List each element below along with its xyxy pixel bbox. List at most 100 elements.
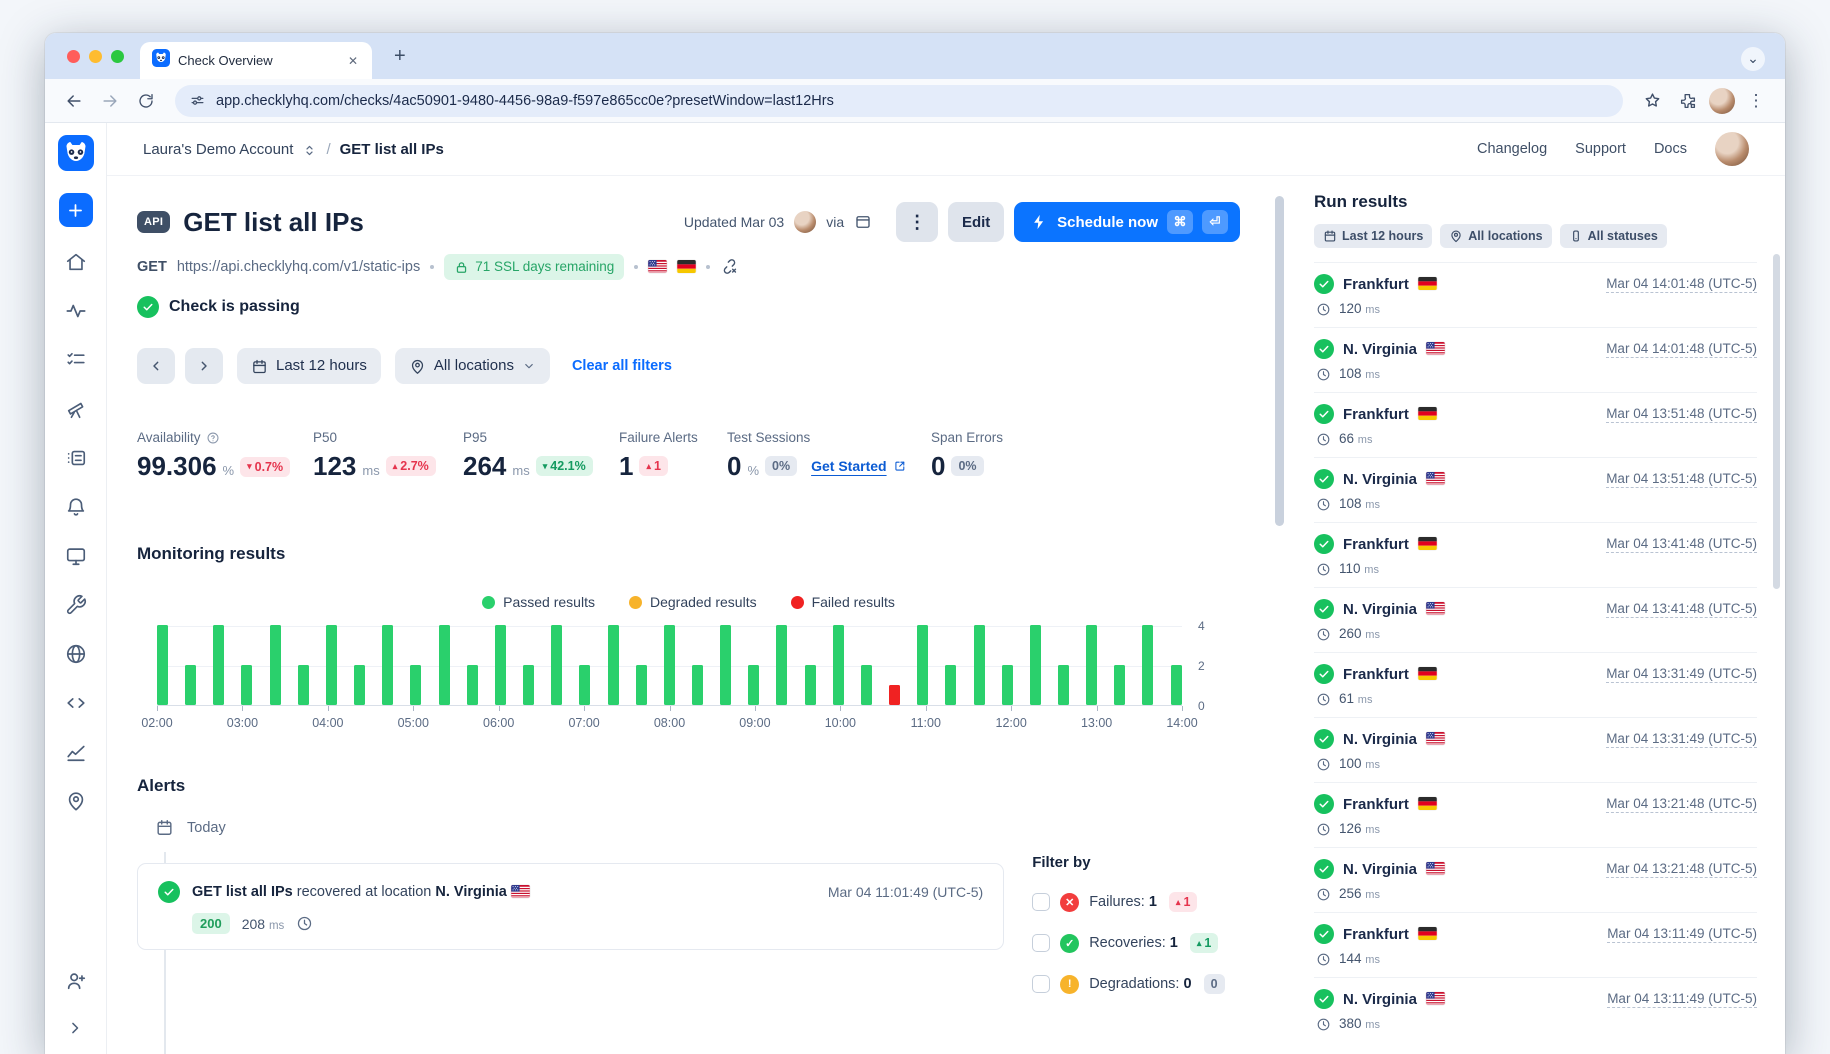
chart-bar[interactable]	[917, 625, 929, 706]
chart-bar[interactable]	[466, 665, 478, 706]
chart-bar[interactable]	[635, 665, 647, 706]
sidebar-item-telescope[interactable]	[65, 398, 87, 420]
chart-bar[interactable]	[776, 625, 788, 706]
chart-bar[interactable]	[1058, 665, 1069, 706]
run-timestamp-link[interactable]: Mar 04 14:01:48 (UTC-5)	[1606, 275, 1757, 293]
forward-button[interactable]	[95, 86, 125, 116]
chart-bar[interactable]	[1170, 665, 1182, 706]
next-window-button[interactable]	[185, 347, 223, 384]
schedule-now-button[interactable]: Schedule now ⌘ ⏎	[1014, 202, 1240, 242]
filter-checkbox[interactable]	[1032, 934, 1051, 953]
browser-tab[interactable]: Check Overview ✕	[140, 42, 372, 79]
clear-filters-link[interactable]: Clear all filters	[571, 357, 672, 374]
chart-bar[interactable]	[523, 665, 535, 706]
chevrons-up-down-icon[interactable]	[302, 142, 317, 157]
changelog-link[interactable]: Changelog	[1477, 141, 1548, 157]
chart-bar[interactable]	[410, 665, 422, 706]
zoom-window-button[interactable]	[111, 49, 124, 63]
chart-bar[interactable]	[551, 625, 563, 706]
chart-bar[interactable]	[1001, 665, 1013, 706]
user-avatar[interactable]	[1715, 132, 1749, 166]
run-result-row[interactable]: N. Virginia Mar 04 14:01:48 (UTC-5) 108 …	[1314, 327, 1757, 392]
chart-bar[interactable]	[213, 625, 225, 706]
minimize-window-button[interactable]	[89, 49, 102, 63]
panel-scrollbar-thumb[interactable]	[1773, 254, 1780, 589]
run-timestamp-link[interactable]: Mar 04 13:21:48 (UTC-5)	[1606, 795, 1757, 813]
account-switcher[interactable]: Laura's Demo Account	[143, 140, 294, 158]
run-timestamp-link[interactable]: Mar 04 13:31:49 (UTC-5)	[1606, 730, 1757, 748]
main-scrollbar[interactable]	[1272, 176, 1290, 1054]
bookmark-star-icon[interactable]	[1637, 86, 1667, 116]
url-bar[interactable]: app.checklyhq.com/checks/4ac50901-9480-4…	[175, 84, 1623, 117]
main-scrollbar-thumb[interactable]	[1275, 196, 1284, 526]
chart-bar[interactable]	[1142, 625, 1154, 706]
run-result-row[interactable]: Frankfurt Mar 04 13:11:49 (UTC-5) 144 ms	[1314, 912, 1757, 977]
chart-bar[interactable]	[382, 625, 394, 706]
back-button[interactable]	[59, 86, 89, 116]
reload-button[interactable]	[131, 86, 161, 116]
create-new-button[interactable]	[58, 193, 93, 227]
extensions-icon[interactable]	[1673, 86, 1703, 116]
run-timestamp-link[interactable]: Mar 04 13:21:48 (UTC-5)	[1606, 860, 1757, 878]
run-result-row[interactable]: N. Virginia Mar 04 13:31:49 (UTC-5) 100 …	[1314, 717, 1757, 782]
sidebar-item-chart-line[interactable]	[65, 741, 87, 763]
run-result-row[interactable]: N. Virginia Mar 04 13:21:48 (UTC-5) 256 …	[1314, 847, 1757, 912]
chart-bar[interactable]	[269, 625, 281, 706]
chart-bar[interactable]	[494, 625, 506, 706]
chart-bar[interactable]	[325, 625, 337, 706]
get-started-link[interactable]: Get Started	[811, 458, 906, 474]
sidebar-item-bell[interactable]	[65, 496, 87, 518]
chart-bar[interactable]	[832, 625, 844, 706]
chart-bar[interactable]	[945, 665, 957, 706]
chart-bar[interactable]	[438, 625, 450, 706]
time-range-filter[interactable]: Last 12 hours	[237, 347, 381, 384]
locations-filter[interactable]: All locations	[394, 347, 550, 384]
filter-checkbox[interactable]	[1032, 893, 1051, 912]
run-result-row[interactable]: N. Virginia Mar 04 13:11:49 (UTC-5) 380 …	[1314, 977, 1757, 1042]
chart-bar[interactable]	[691, 665, 703, 706]
sidebar-item-checklist[interactable]	[65, 349, 87, 371]
unlink-icon[interactable]	[720, 257, 739, 276]
run-result-row[interactable]: Frankfurt Mar 04 13:41:48 (UTC-5) 110 ms	[1314, 522, 1757, 587]
run-timestamp-link[interactable]: Mar 04 13:51:48 (UTC-5)	[1606, 470, 1757, 488]
more-actions-button[interactable]: ⋮	[896, 202, 939, 242]
chart-bar[interactable]	[185, 665, 197, 706]
chart-bar[interactable]	[804, 665, 816, 706]
run-timestamp-link[interactable]: Mar 04 13:31:49 (UTC-5)	[1606, 665, 1757, 683]
chart-bar[interactable]	[297, 665, 309, 706]
browser-menu-icon[interactable]: ⋮	[1747, 90, 1765, 110]
chart-bar[interactable]	[241, 665, 253, 706]
chart-bar[interactable]	[1029, 625, 1041, 706]
help-icon[interactable]	[206, 430, 220, 445]
chart-bar[interactable]	[748, 665, 760, 706]
tab-close-icon[interactable]: ✕	[347, 53, 358, 68]
filter-checkbox[interactable]	[1032, 975, 1051, 994]
sidebar-item-map-pin[interactable]	[65, 790, 87, 812]
sidebar-item-code[interactable]	[65, 692, 87, 714]
run-result-row[interactable]: Frankfurt Mar 04 13:21:48 (UTC-5) 126 ms	[1314, 782, 1757, 847]
run-timestamp-link[interactable]: Mar 04 13:11:49 (UTC-5)	[1607, 925, 1757, 943]
sidebar-item-wrench[interactable]	[65, 594, 87, 616]
run-result-row[interactable]: Frankfurt Mar 04 13:51:48 (UTC-5) 66 ms	[1314, 392, 1757, 457]
chart-bar[interactable]	[354, 665, 366, 706]
run-timestamp-link[interactable]: Mar 04 13:41:48 (UTC-5)	[1606, 535, 1757, 553]
chart-bar[interactable]	[889, 685, 901, 706]
sidebar-item-activity[interactable]	[65, 300, 87, 322]
run-timestamp-link[interactable]: Mar 04 13:11:49 (UTC-5)	[1607, 990, 1757, 1008]
alert-card[interactable]: GET list all IPs recovered at location N…	[137, 863, 1005, 951]
tab-search-button[interactable]: ⌄	[1741, 47, 1765, 71]
run-result-row[interactable]: N. Virginia Mar 04 13:41:48 (UTC-5) 260 …	[1314, 587, 1757, 652]
new-tab-button[interactable]: +	[394, 45, 406, 67]
run-timestamp-link[interactable]: Mar 04 13:41:48 (UTC-5)	[1606, 600, 1757, 618]
run-timestamp-link[interactable]: Mar 04 13:51:48 (UTC-5)	[1606, 405, 1757, 423]
close-window-button[interactable]	[67, 49, 80, 63]
site-info-icon[interactable]	[189, 92, 206, 110]
sidebar-item-home[interactable]	[65, 251, 87, 273]
chart-bar[interactable]	[1114, 665, 1126, 706]
run-result-row[interactable]: Frankfurt Mar 04 13:31:49 (UTC-5) 61 ms	[1314, 652, 1757, 717]
chart-bar[interactable]	[720, 625, 732, 706]
chart-bar[interactable]	[607, 625, 619, 706]
support-link[interactable]: Support	[1575, 141, 1626, 157]
run-result-row[interactable]: N. Virginia Mar 04 13:51:48 (UTC-5) 108 …	[1314, 457, 1757, 522]
chart-bar[interactable]	[157, 625, 168, 706]
